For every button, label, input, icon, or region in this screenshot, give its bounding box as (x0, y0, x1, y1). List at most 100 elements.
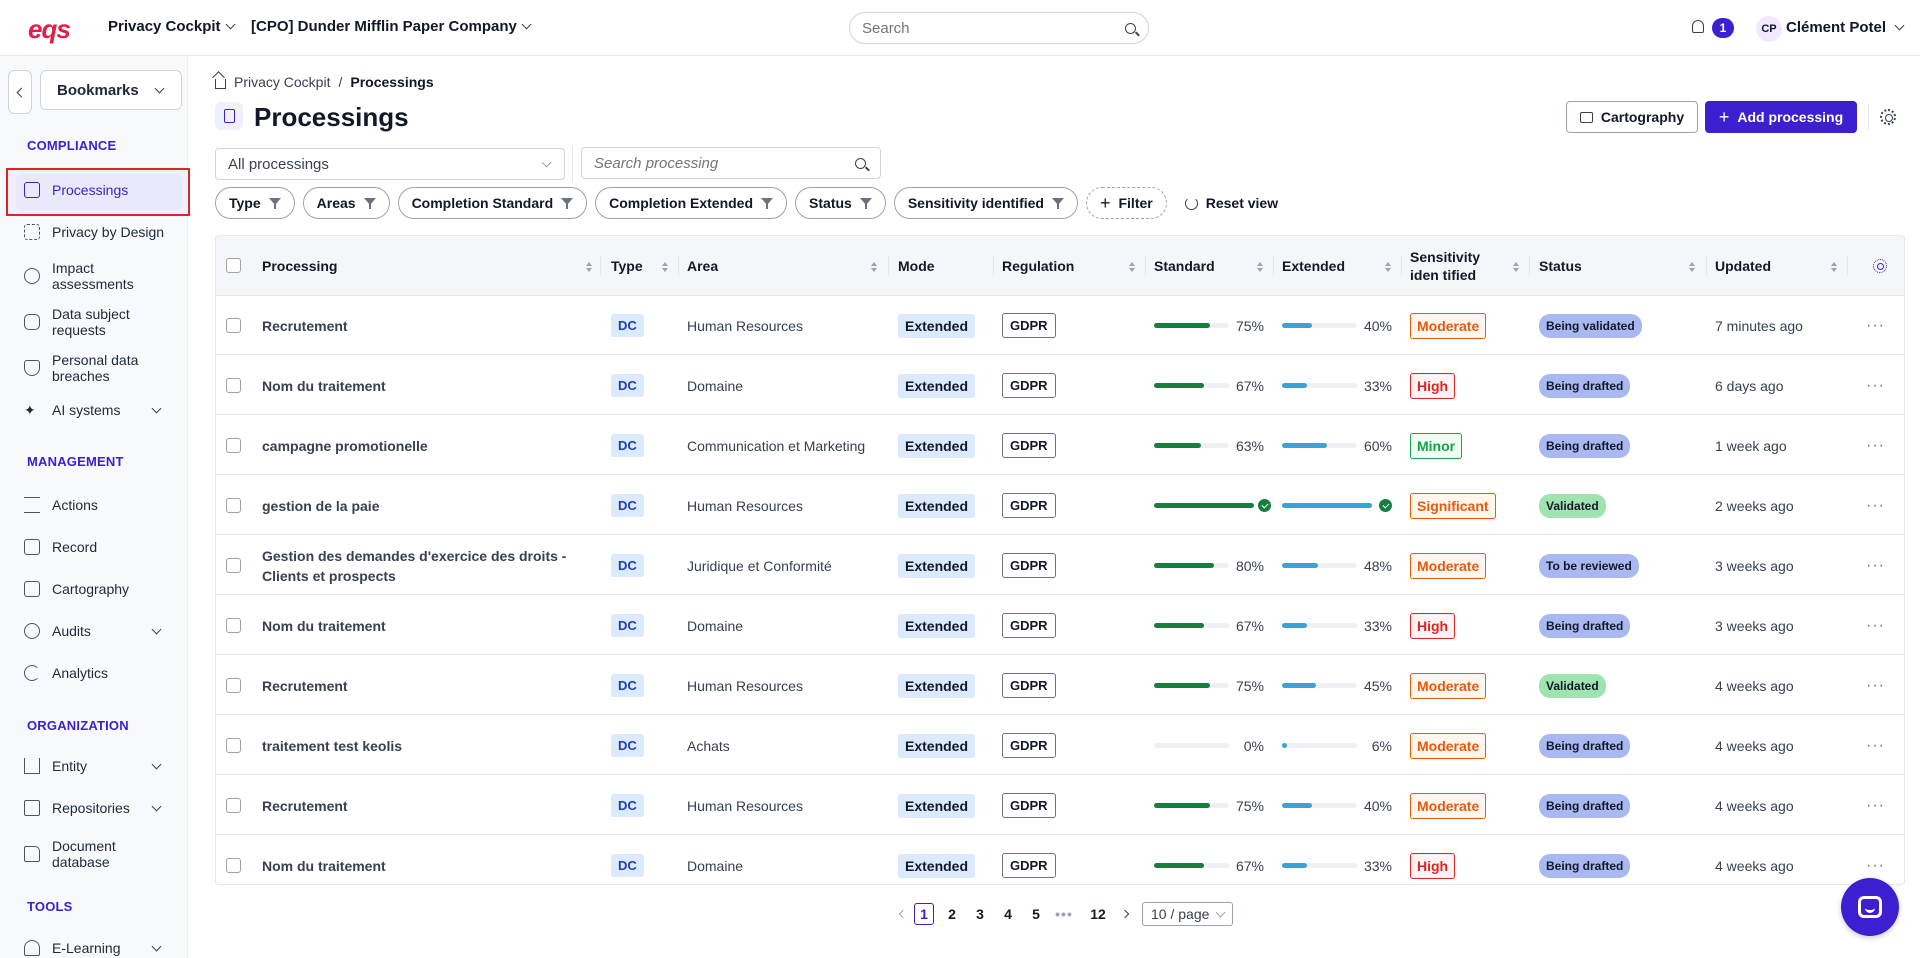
table-row[interactable]: traitement test keolis DC Achats Extended GD… (216, 716, 1904, 775)
reset-view-button[interactable]: Reset view (1184, 195, 1278, 211)
row-checkbox[interactable] (226, 558, 241, 573)
search-icon[interactable] (855, 157, 866, 169)
page-3[interactable]: 3 (976, 906, 984, 922)
table-row[interactable]: Nom du traitement DC Domaine Extended GDPR 67… (216, 836, 1904, 884)
user-menu[interactable]: Clément Potel (1786, 19, 1905, 36)
row-checkbox[interactable] (226, 498, 241, 513)
search-icon[interactable] (1125, 22, 1136, 34)
row-actions-menu-icon[interactable]: ··· (1866, 556, 1885, 574)
notification-badge[interactable]: 1 (1712, 18, 1734, 38)
sort-icon[interactable] (1689, 262, 1695, 272)
filter-chip-type[interactable]: Type (215, 187, 295, 219)
row-actions-menu-icon[interactable]: ··· (1866, 316, 1885, 334)
processing-name[interactable]: Recrutement (262, 797, 348, 814)
table-row[interactable]: Recrutement DC Human Resources Extended GDPR… (216, 776, 1904, 835)
sidebar-item-cartography[interactable]: Cartography (24, 581, 184, 597)
sort-icon[interactable] (1385, 262, 1391, 272)
sidebar-item-privacy-by-design[interactable]: Privacy by Design (24, 224, 184, 240)
page-4[interactable]: 4 (1004, 906, 1012, 922)
sidebar-item-document-database[interactable]: Document database (24, 838, 184, 870)
column-status[interactable]: Status (1539, 258, 1582, 274)
page-2[interactable]: 2 (948, 906, 956, 922)
sidebar-item-analytics[interactable]: Analytics (24, 665, 184, 681)
column-area[interactable]: Area (687, 258, 719, 274)
global-search[interactable] (849, 12, 1149, 44)
row-actions-menu-icon[interactable]: ··· (1866, 676, 1885, 694)
settings-gear-icon[interactable] (1880, 109, 1896, 125)
bookmarks-dropdown[interactable]: Bookmarks (40, 70, 182, 110)
sidebar-item-processings[interactable]: Processings (24, 182, 184, 198)
sort-icon[interactable] (871, 262, 877, 272)
filter-chip-completion-extended[interactable]: Completion Extended (595, 187, 788, 219)
row-actions-menu-icon[interactable]: ··· (1866, 496, 1885, 514)
page-5[interactable]: 5 (1032, 906, 1040, 922)
filter-chip-areas[interactable]: Areas (302, 187, 390, 219)
scope-select[interactable]: All processings (215, 148, 565, 180)
processing-name[interactable]: Recrutement (262, 677, 348, 694)
chat-support-button[interactable] (1841, 878, 1899, 936)
add-filter-button[interactable]: + Filter (1085, 187, 1167, 219)
table-row[interactable]: Gestion des demandes d'exercice des droi… (216, 536, 1904, 595)
sidebar-item-repositories[interactable]: Repositories (24, 800, 184, 816)
sort-icon[interactable] (1257, 262, 1263, 272)
select-all-checkbox[interactable] (226, 258, 241, 273)
table-row[interactable]: Nom du traitement DC Domaine Extended GDPR 67… (216, 356, 1904, 415)
table-row[interactable]: Recrutement DC Human Resources Extended GDPR… (216, 296, 1904, 355)
home-icon[interactable] (215, 78, 226, 89)
sidebar-item-actions[interactable]: Actions (24, 497, 184, 513)
sidebar-item-breaches[interactable]: Personal data breaches (24, 352, 184, 384)
row-actions-menu-icon[interactable]: ··· (1866, 616, 1885, 634)
column-type[interactable]: Type (611, 258, 643, 274)
row-checkbox[interactable] (226, 798, 241, 813)
sidebar-item-impact-assessments[interactable]: Impact assessments (24, 260, 184, 292)
sort-icon[interactable] (1129, 262, 1135, 272)
processing-search-input[interactable] (594, 154, 855, 172)
row-checkbox[interactable] (226, 318, 241, 333)
processing-name[interactable]: Nom du traitement (262, 377, 386, 394)
sort-icon[interactable] (662, 262, 668, 272)
sort-icon[interactable] (1513, 262, 1519, 272)
row-checkbox[interactable] (226, 618, 241, 633)
row-checkbox[interactable] (226, 378, 241, 393)
column-regulation[interactable]: Regulation (1002, 258, 1075, 274)
row-checkbox[interactable] (226, 858, 241, 873)
sidebar-item-data-subject-requests[interactable]: Data subject requests (24, 306, 184, 338)
sidebar-item-record[interactable]: Record (24, 539, 184, 555)
filter-chip-completion-standard[interactable]: Completion Standard (397, 187, 588, 219)
row-actions-menu-icon[interactable]: ··· (1866, 376, 1885, 394)
previous-page-icon[interactable] (898, 909, 908, 919)
eqs-logo[interactable]: eqs (28, 14, 71, 44)
sort-icon[interactable] (586, 262, 592, 272)
breadcrumb-home[interactable]: Privacy Cockpit (234, 74, 331, 90)
column-settings-gear-icon[interactable] (1873, 259, 1887, 273)
page-1[interactable]: 1 (914, 903, 934, 925)
app-selector[interactable]: Privacy Cockpit (108, 18, 236, 35)
sidebar-item-entity[interactable]: Entity (24, 758, 184, 774)
column-extended[interactable]: Extended (1282, 258, 1346, 274)
global-search-input[interactable] (862, 19, 1125, 37)
column-standard[interactable]: Standard (1154, 258, 1215, 274)
more-pages-ellipsis[interactable]: ••• (1055, 906, 1073, 922)
row-checkbox[interactable] (226, 738, 241, 753)
avatar[interactable]: CP (1756, 16, 1782, 42)
column-updated[interactable]: Updated (1715, 258, 1771, 274)
row-actions-menu-icon[interactable]: ··· (1866, 796, 1885, 814)
processing-name[interactable]: Nom du traitement (262, 617, 386, 634)
sidebar-item-elearning[interactable]: E-Learning (24, 940, 184, 956)
sort-icon[interactable] (1831, 262, 1837, 272)
table-row[interactable]: Nom du traitement DC Domaine Extended GDPR 67… (216, 596, 1904, 655)
processing-name[interactable]: Nom du traitement (262, 857, 386, 874)
processing-name[interactable]: Recrutement (262, 317, 348, 334)
row-actions-menu-icon[interactable]: ··· (1866, 436, 1885, 454)
page-size-select[interactable]: 10 / page (1142, 902, 1234, 926)
sidebar-item-ai-systems[interactable]: ✦ AI systems (24, 402, 184, 418)
filter-chip-status[interactable]: Status (795, 187, 886, 219)
table-row[interactable]: campagne promotionelle DC Communication et… (216, 416, 1904, 475)
row-checkbox[interactable] (226, 438, 241, 453)
next-page-icon[interactable] (1120, 909, 1130, 919)
row-actions-menu-icon[interactable]: ··· (1866, 736, 1885, 754)
table-row[interactable]: Recrutement DC Human Resources Extended GDPR… (216, 656, 1904, 715)
processing-name[interactable]: gestion de la paie (262, 497, 380, 514)
page-12[interactable]: 12 (1090, 906, 1106, 922)
table-row[interactable]: gestion de la paie DC Human Resources Exten… (216, 476, 1904, 535)
